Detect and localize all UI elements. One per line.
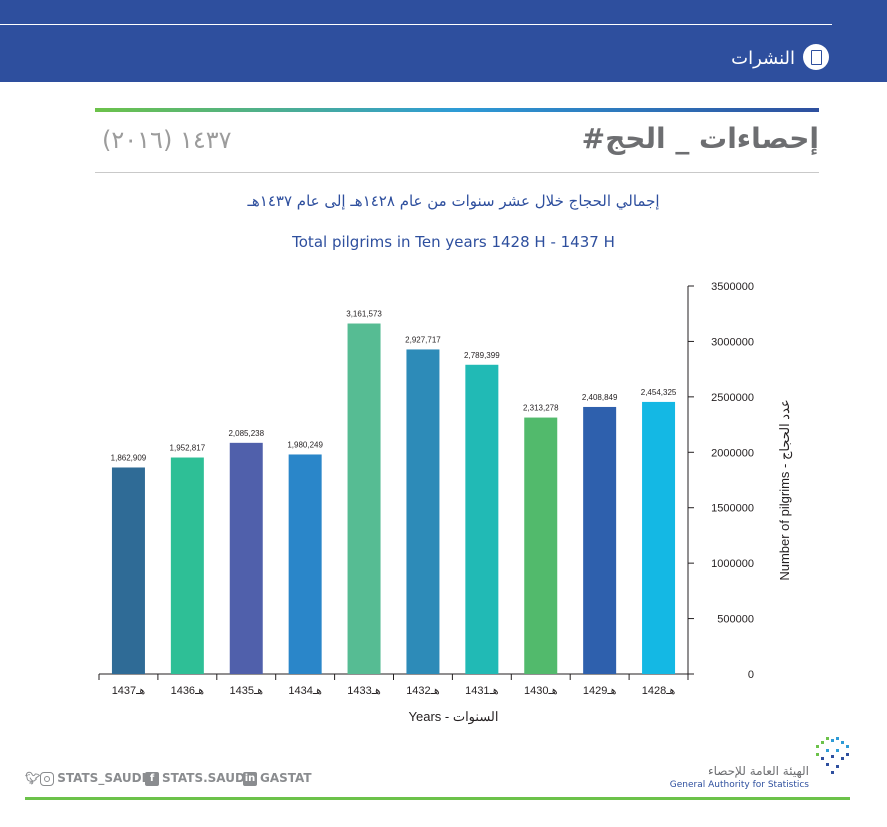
y-tick-label: 2000000 (711, 447, 754, 459)
linkedin-icon: in (243, 771, 257, 786)
top-banner: النشرات (0, 0, 887, 82)
linkedin-handle: GASTAT (260, 771, 312, 785)
banner-divider (0, 24, 832, 25)
bar (170, 457, 204, 674)
x-tick-label: 1436هـ (171, 685, 205, 697)
y-axis-title: Number of pilgrims - عدد الحجاج (777, 399, 793, 580)
twitter-handle: STATS_SAUDI (57, 771, 147, 785)
social-twitter-instagram[interactable]: 🐦︎ STATS_SAUDI (25, 771, 146, 786)
y-tick-label: 3000000 (711, 336, 754, 348)
bar-value-label: 2,408,849 (582, 393, 618, 402)
bar (642, 401, 676, 674)
y-tick-label: 1500000 (711, 503, 754, 515)
chart-title-arabic: إجمالي الحجاج خلال عشر سنوات من عام ١٤٢٨… (247, 192, 660, 210)
x-tick-label: 1437هـ (112, 685, 146, 697)
x-tick-label: 1428هـ (642, 685, 676, 697)
org-name-english: General Authority for Statistics (669, 780, 809, 790)
bar (406, 349, 440, 674)
footer-divider (25, 797, 850, 800)
x-tick-label: 1434هـ (288, 685, 322, 697)
title-underline (95, 172, 819, 173)
x-tick-label: 1429هـ (583, 685, 617, 697)
x-tick-label: 1431هـ (465, 685, 499, 697)
facebook-handle: STATS.SAUDI (162, 771, 250, 785)
org-name-arabic: الهيئة العامة للإحصاء (707, 764, 809, 778)
social-linkedin[interactable]: in GASTAT (243, 771, 312, 786)
twitter-icon: 🐦︎ (25, 771, 41, 785)
bar (111, 467, 145, 674)
bar (288, 454, 322, 674)
gastat-logo-icon (816, 737, 849, 774)
x-tick-label: 1433هـ (347, 685, 381, 697)
instagram-icon (40, 771, 55, 786)
social-facebook[interactable]: f STATS.SAUDI (145, 771, 249, 786)
gradient-divider (95, 108, 819, 112)
y-tick-label: 2500000 (711, 392, 754, 404)
x-axis-title: Years - السنوات (409, 709, 499, 725)
bar-value-label: 1,862,909 (111, 453, 147, 462)
hashtag-title: #إحصاءات _ الحج (581, 122, 819, 155)
bar-value-label: 2,313,278 (523, 404, 559, 413)
bar-value-label: 3,161,573 (346, 310, 382, 319)
y-tick-label: 3500000 (711, 281, 754, 293)
bar-value-label: 1,952,817 (170, 444, 206, 453)
bar (465, 364, 499, 674)
bar-chart: 0 500000 1000000 1500000 2000000 2500000 30000… (98, 281, 793, 725)
bar (347, 323, 381, 674)
chart-title-english: Total pilgrims in Ten years 1428 H - 143… (292, 233, 615, 251)
y-tick-label: 1000000 (711, 558, 754, 570)
bar-value-label: 1,980,249 (287, 440, 323, 449)
x-tick-label: 1430هـ (524, 685, 558, 697)
bar-value-label: 2,085,238 (228, 429, 264, 438)
year-label: ١٤٣٧ (٢٠١٦) (102, 126, 232, 154)
bar-value-label: 2,454,325 (641, 388, 677, 397)
y-tick-label: 500000 (717, 614, 754, 626)
bar (583, 406, 617, 674)
x-tick-label: 1432هـ (406, 685, 440, 697)
facebook-icon: f (145, 771, 159, 786)
bar (229, 442, 263, 674)
bar (524, 417, 558, 674)
y-tick-label: 0 (748, 669, 754, 681)
bar-value-label: 2,789,399 (464, 351, 500, 360)
section-label: النشرات (731, 48, 795, 69)
document-icon (803, 44, 829, 70)
x-tick-label: 1435هـ (229, 685, 263, 697)
bar-value-label: 2,927,717 (405, 335, 441, 344)
